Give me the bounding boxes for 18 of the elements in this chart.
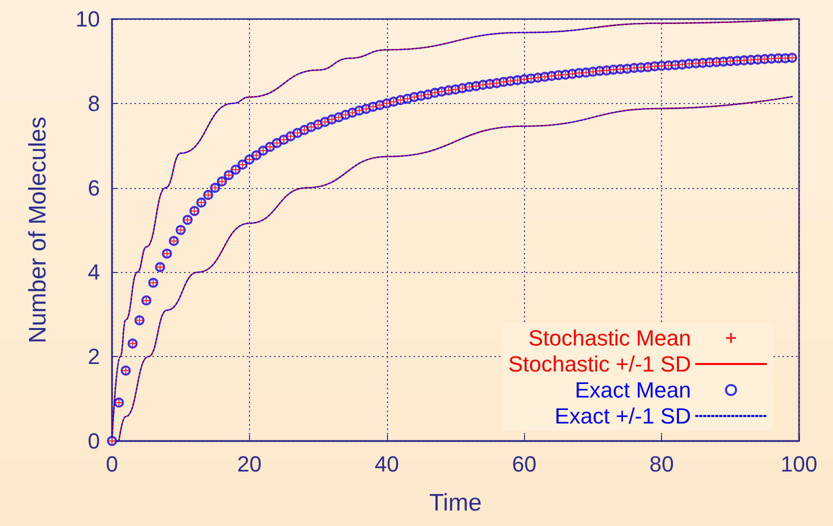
legend-label: Stochastic +/-1 SD (508, 352, 691, 376)
y-tick-label: 4 (88, 260, 100, 285)
x-tick-label: 40 (374, 452, 400, 476)
x-tick-label: 20 (237, 452, 262, 476)
x-tick-label: 80 (649, 452, 674, 476)
x-tick-label: 100 (780, 452, 818, 476)
legend-label: Exact Mean (574, 378, 691, 402)
x-tick-label: 60 (512, 452, 536, 476)
y-tick-label: 0 (88, 428, 100, 454)
legend-label: Exact +/-1 SD (554, 404, 691, 428)
y-tick-label: 8 (88, 90, 100, 116)
x-axis-title: Time (429, 490, 482, 516)
legend-label: Stochastic Mean (528, 326, 691, 350)
y-tick-label: 10 (76, 6, 100, 32)
x-tick-label: 0 (106, 452, 118, 476)
y-tick-label: 2 (88, 344, 100, 370)
y-tick-label: 6 (88, 175, 100, 200)
y-axis-title: Number of Molecules (24, 116, 52, 344)
